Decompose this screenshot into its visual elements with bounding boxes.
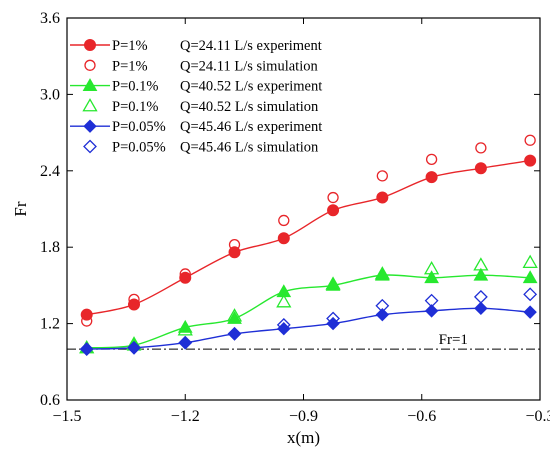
series-points-exp1 [80, 154, 537, 321]
series-points-sim01 [79, 254, 538, 354]
data-point-sim005 [523, 287, 538, 302]
legend-q-label: Q=40.52 L/s simulation [180, 99, 319, 115]
y-tick-label: 0.6 [40, 392, 60, 409]
legend-q-label: Q=45.46 L/s experiment [180, 119, 322, 135]
data-point-sim1 [228, 239, 241, 251]
data-point-exp005 [178, 335, 192, 350]
y-tick-label: 1.8 [40, 239, 60, 256]
plot-frame [66, 17, 541, 401]
series-lines-layer [86, 159, 531, 350]
data-point-exp1 [524, 154, 537, 167]
data-point-sim01 [374, 266, 390, 280]
x-tick-label: −0.6 [407, 408, 436, 425]
data-point-sim01 [226, 308, 243, 322]
data-point-sim1 [425, 153, 438, 165]
data-point-sim1 [179, 268, 191, 280]
data-point-exp1 [474, 162, 487, 175]
data-point-sim005 [276, 317, 291, 332]
data-point-exp1 [277, 232, 290, 245]
data-point-sim01 [473, 257, 489, 271]
data-point-sim005 [227, 326, 242, 341]
legend-entry-exp005: P=0.05% Q=45.46 L/s experiment [70, 119, 322, 135]
legend-entry-sim005: P=0.05% Q=45.46 L/s simulation [83, 139, 319, 156]
legend-q-label: Q=24.11 L/s experiment [180, 38, 322, 54]
data-point-sim005 [178, 335, 193, 350]
series-markers-layer [79, 134, 538, 356]
legend-q-label: Q=40.52 L/s experiment [180, 79, 322, 95]
y-axis-label: Fr [11, 201, 30, 216]
data-point-sim01 [325, 276, 341, 290]
legend-marker [82, 98, 98, 112]
y-tick-label: 3.6 [40, 10, 60, 27]
data-point-sim005 [79, 342, 94, 356]
data-point-exp01 [473, 267, 489, 281]
x-axis-label: x(m) [287, 428, 320, 447]
x-tick-label: −0.3 [525, 408, 550, 425]
data-point-sim005 [127, 340, 141, 355]
data-point-sim01 [522, 254, 538, 269]
data-point-sim01 [423, 261, 440, 275]
data-point-exp005 [523, 305, 537, 319]
series-line-exp1 [86, 159, 531, 316]
legend-entry-exp01: P=0.1% Q=40.52 L/s experiment [70, 78, 322, 95]
data-point-sim005 [473, 289, 488, 304]
legend-marker [83, 119, 97, 133]
y-tick-label: 3.0 [40, 86, 60, 103]
legend-entry-sim1: P=1% Q=24.11 L/s simulation [84, 58, 318, 74]
data-point-sim005 [326, 311, 340, 326]
data-point-sim1 [128, 293, 140, 306]
legend-marker [82, 78, 98, 91]
data-point-sim1 [327, 191, 339, 204]
reference-line-label: Fr=1 [439, 332, 468, 348]
data-point-sim01 [177, 322, 193, 336]
data-point-exp1 [425, 171, 438, 184]
legend-marker [84, 59, 96, 71]
series-points-sim005 [79, 287, 538, 356]
y-tick-label: 2.4 [40, 163, 60, 180]
series-line-exp005 [86, 307, 531, 350]
y-tick-label: 1.2 [40, 316, 60, 333]
legend-p-label: P=1% [112, 58, 148, 74]
legend-p-label: P=0.05% [112, 119, 166, 135]
x-tick-label: −1.5 [52, 408, 81, 425]
x-tick-label: −0.9 [289, 408, 318, 425]
data-point-sim1 [376, 170, 388, 182]
data-point-sim01 [276, 294, 292, 308]
data-point-sim1 [524, 134, 536, 146]
legend-q-label: Q=24.11 L/s simulation [180, 58, 318, 74]
data-point-exp01 [522, 270, 538, 284]
legend-p-label: P=0.1% [112, 99, 158, 115]
data-point-sim1 [475, 142, 487, 154]
legend-entry-exp1: P=1% Q=24.11 L/s experiment [70, 38, 322, 54]
data-point-exp005 [424, 304, 439, 318]
legend-p-label: P=1% [112, 38, 148, 54]
series-points-sim1 [81, 134, 536, 327]
series-points-exp01 [79, 267, 538, 354]
data-point-exp1 [179, 271, 192, 284]
legend-marker [83, 139, 97, 154]
legend-p-label: P=0.1% [112, 79, 158, 95]
data-point-sim005 [375, 298, 390, 313]
data-point-exp005 [227, 327, 242, 341]
legend-q-label: Q=45.46 L/s simulation [180, 140, 319, 156]
legend-marker [84, 39, 96, 51]
data-point-exp01 [424, 270, 439, 284]
legend-p-label: P=0.05% [112, 140, 166, 156]
legend: P=1% Q=24.11 L/s experiment P=1% Q=24.11 L/… [70, 38, 322, 156]
data-point-exp1 [327, 204, 340, 217]
data-point-sim1 [81, 315, 93, 327]
data-point-sim005 [424, 293, 439, 308]
data-point-exp1 [376, 191, 389, 204]
data-point-exp005 [474, 301, 488, 316]
data-point-sim1 [278, 214, 290, 227]
data-point-exp005 [277, 321, 291, 336]
x-tick-label: −1.2 [171, 408, 200, 425]
legend-entry-sim01: P=0.1% Q=40.52 L/s simulation [82, 98, 319, 115]
series-line-exp01 [86, 274, 531, 349]
data-point-exp005 [375, 307, 390, 322]
axis-ticks-layer: −1.5 −1.2 −0.9 −0.6 −0.3 0.6 1.2 1.8 2.4 3.0 3.6 [40, 10, 550, 425]
